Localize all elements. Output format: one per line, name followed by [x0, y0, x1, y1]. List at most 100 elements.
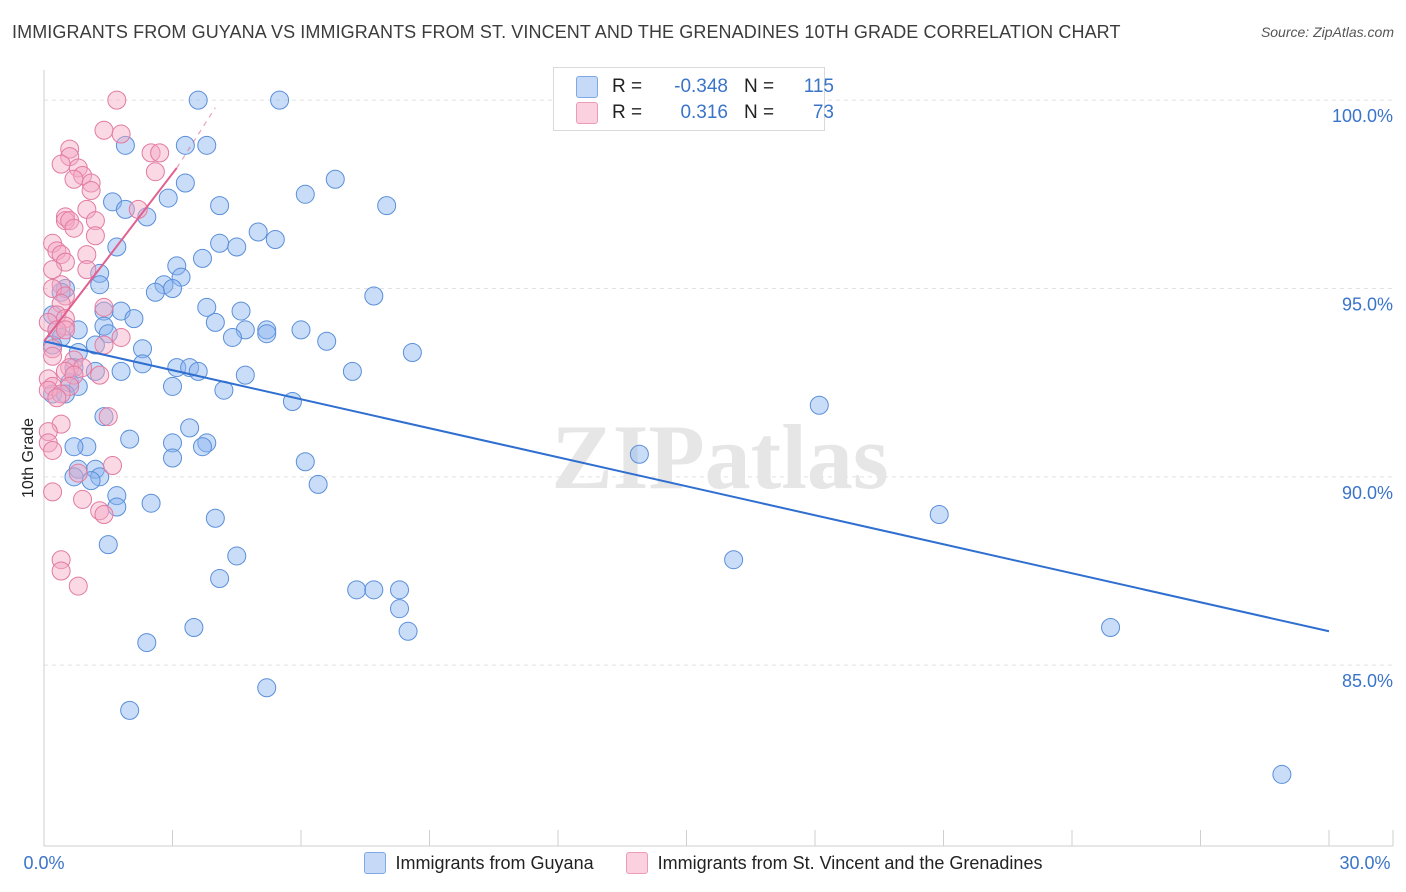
data-point[interactable] [51, 561, 71, 581]
data-point[interactable] [43, 346, 63, 366]
data-point[interactable] [94, 297, 114, 317]
data-point[interactable] [98, 535, 118, 555]
data-point[interactable] [120, 429, 140, 449]
data-point[interactable] [115, 135, 135, 155]
data-point[interactable] [133, 339, 153, 359]
data-point[interactable] [103, 456, 123, 476]
data-point[interactable] [197, 297, 217, 317]
data-point[interactable] [124, 309, 144, 329]
data-point[interactable] [291, 320, 311, 340]
data-point[interactable] [390, 580, 410, 600]
data-point[interactable] [94, 505, 114, 525]
data-point[interactable] [77, 245, 97, 265]
data-point[interactable] [175, 173, 195, 193]
data-point[interactable] [347, 580, 367, 600]
data-point[interactable] [377, 196, 397, 216]
data-point[interactable] [270, 90, 290, 110]
data-point[interactable] [81, 181, 101, 201]
data-point[interactable] [38, 422, 58, 442]
data-point[interactable] [809, 395, 829, 415]
data-point[interactable] [163, 433, 182, 453]
data-point[interactable] [47, 388, 67, 408]
data-point[interactable] [364, 286, 384, 306]
data-point[interactable] [257, 678, 277, 698]
data-point[interactable] [158, 188, 178, 208]
data-point[interactable] [94, 120, 114, 140]
data-point[interactable] [111, 327, 131, 347]
data-point[interactable] [295, 184, 315, 204]
data-point[interactable] [175, 135, 195, 155]
data-point[interactable] [98, 407, 118, 427]
data-point[interactable] [295, 452, 315, 472]
legend-item-stvincent[interactable]: Immigrants from St. Vincent and the Gren… [625, 852, 1042, 874]
data-point[interactable] [1272, 764, 1292, 784]
data-point[interactable] [90, 365, 110, 385]
data-point[interactable] [68, 463, 88, 483]
data-point[interactable] [64, 437, 84, 457]
data-point[interactable] [342, 361, 362, 381]
data-point[interactable] [724, 550, 744, 570]
data-point[interactable] [364, 580, 384, 600]
data-point[interactable] [120, 700, 140, 720]
data-point[interactable] [1101, 618, 1121, 638]
data-point[interactable] [248, 222, 268, 242]
data-point[interactable] [308, 474, 328, 494]
data-point[interactable] [107, 90, 127, 110]
data-point[interactable] [231, 301, 251, 321]
data-point[interactable] [137, 633, 157, 653]
data-point[interactable] [60, 139, 80, 159]
data-point[interactable] [163, 278, 182, 298]
data-point[interactable] [43, 440, 63, 460]
data-point[interactable] [111, 361, 131, 381]
data-point[interactable] [68, 576, 88, 596]
data-point[interactable] [167, 256, 187, 276]
data-point[interactable] [55, 320, 75, 340]
data-point[interactable] [64, 218, 84, 238]
data-point[interactable] [73, 489, 93, 509]
data-point[interactable] [98, 324, 118, 344]
data-point[interactable] [265, 230, 285, 250]
data-point[interactable] [107, 486, 127, 506]
data-point[interactable] [222, 327, 242, 347]
data-point[interactable] [180, 418, 200, 438]
data-point[interactable] [398, 621, 418, 641]
data-point[interactable] [188, 90, 208, 110]
data-point[interactable] [81, 173, 101, 193]
data-point[interactable] [85, 211, 105, 231]
data-point[interactable] [210, 233, 230, 253]
data-point[interactable] [210, 569, 230, 589]
data-point[interactable] [317, 331, 337, 351]
data-point[interactable] [390, 599, 410, 619]
data-point[interactable] [163, 448, 182, 468]
data-point[interactable] [184, 618, 204, 638]
legend-item-guyana[interactable]: Immigrants from Guyana [363, 852, 594, 874]
data-point[interactable] [64, 169, 84, 189]
data-point[interactable] [145, 162, 165, 182]
data-point[interactable] [227, 237, 247, 257]
data-point[interactable] [64, 365, 84, 385]
data-point[interactable] [111, 124, 131, 144]
data-point[interactable] [85, 226, 105, 246]
data-point[interactable] [205, 508, 225, 528]
data-point[interactable] [51, 550, 71, 570]
data-point[interactable] [227, 546, 247, 566]
data-point[interactable] [192, 248, 212, 268]
data-point[interactable] [150, 143, 170, 163]
data-point[interactable] [77, 260, 97, 280]
data-point[interactable] [235, 365, 255, 385]
data-point[interactable] [629, 444, 649, 464]
data-point[interactable] [94, 335, 114, 355]
data-point[interactable] [257, 324, 277, 344]
data-point[interactable] [90, 263, 110, 283]
data-point[interactable] [325, 169, 345, 189]
data-point[interactable] [51, 154, 71, 174]
data-point[interactable] [145, 282, 165, 302]
data-point[interactable] [43, 260, 63, 280]
data-point[interactable] [197, 135, 217, 155]
data-point[interactable] [51, 294, 71, 314]
data-point[interactable] [43, 482, 63, 502]
data-point[interactable] [163, 376, 182, 396]
data-point[interactable] [402, 343, 422, 363]
data-point[interactable] [205, 312, 225, 332]
data-point[interactable] [90, 275, 110, 295]
